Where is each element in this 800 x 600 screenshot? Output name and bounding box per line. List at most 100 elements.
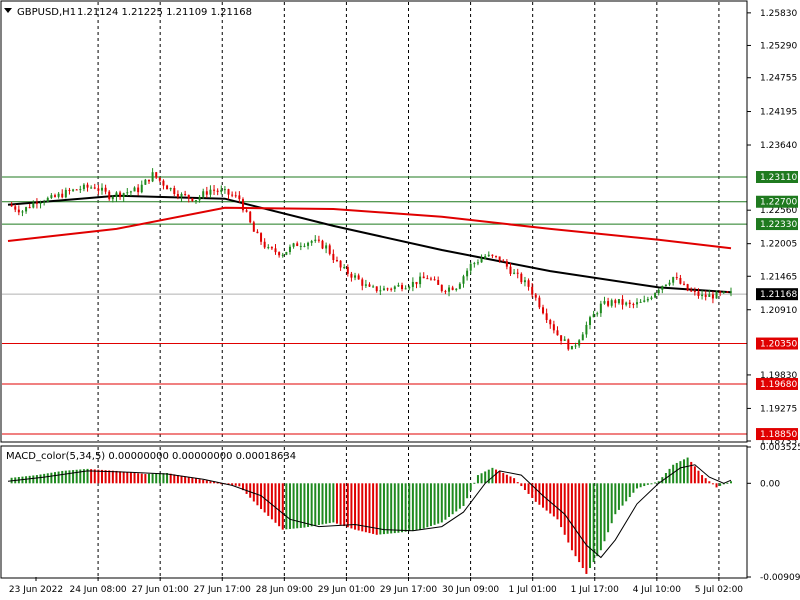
macd-bar bbox=[249, 483, 252, 498]
x-tick-label: 23 Jun 2022 bbox=[9, 585, 63, 595]
candle-body bbox=[82, 184, 85, 190]
macd-bar bbox=[335, 483, 338, 524]
macd-bar bbox=[281, 483, 284, 530]
candle-body bbox=[346, 267, 349, 274]
macd-bar bbox=[104, 470, 107, 484]
macd-bar bbox=[581, 483, 584, 569]
candle-body bbox=[422, 276, 425, 279]
candle-body bbox=[231, 194, 234, 196]
candle-body bbox=[209, 189, 212, 195]
ohlc-readout: 1.21124 1.21225 1.21109 1.21168 bbox=[77, 7, 252, 18]
macd-bar bbox=[596, 483, 599, 557]
macd-bar bbox=[516, 482, 519, 484]
candle-body bbox=[480, 258, 483, 263]
candle-body bbox=[545, 313, 548, 320]
candle-body bbox=[527, 280, 530, 287]
candle-body bbox=[632, 304, 635, 306]
candle-body bbox=[556, 330, 559, 336]
candle-body bbox=[220, 189, 223, 192]
candle-body bbox=[625, 302, 628, 305]
macd-bar bbox=[603, 483, 606, 542]
candle-body bbox=[690, 290, 693, 292]
collapse-triangle-icon[interactable] bbox=[4, 8, 12, 13]
macd-bar bbox=[173, 474, 176, 484]
candle-body bbox=[234, 195, 237, 197]
x-tick-label: 1 Jul 01:00 bbox=[509, 585, 558, 595]
price-level-tag bbox=[756, 170, 798, 183]
price-level-tag bbox=[756, 195, 798, 208]
macd-bar bbox=[361, 483, 364, 532]
candle-body bbox=[697, 291, 700, 297]
candle-body bbox=[68, 189, 71, 191]
price-axis[interactable]: 1.25830 1.25290 1.24755 1.24195 1.23640 1.225… bbox=[747, 9, 798, 447]
macd-bar bbox=[140, 473, 143, 484]
candle-body bbox=[730, 291, 732, 293]
candle-body bbox=[415, 281, 418, 285]
candle-body bbox=[267, 247, 270, 249]
macd-bar bbox=[57, 471, 60, 484]
candle-body bbox=[455, 288, 458, 290]
macd-bar bbox=[397, 483, 400, 533]
candle-body bbox=[364, 284, 367, 286]
candle-body bbox=[708, 294, 711, 297]
candle-body bbox=[650, 297, 653, 299]
macd-bar bbox=[97, 469, 100, 484]
macd-bar bbox=[708, 481, 711, 484]
y-tick-label: 1.19830 bbox=[760, 371, 797, 381]
y-tick-label: 1.25830 bbox=[760, 9, 797, 19]
candle-body bbox=[437, 279, 440, 285]
candle-body bbox=[256, 231, 259, 234]
current-price-tag bbox=[756, 288, 798, 301]
macd-bar bbox=[632, 483, 635, 493]
macd-bar bbox=[68, 470, 71, 484]
candle-body bbox=[126, 192, 129, 194]
macd-bar bbox=[679, 461, 682, 484]
candle-body bbox=[513, 272, 516, 274]
macd-bar bbox=[241, 483, 244, 491]
candle-body bbox=[314, 239, 317, 242]
macd-bar bbox=[328, 483, 331, 524]
price-level-label: 1.22700 bbox=[760, 198, 797, 208]
candle-body bbox=[50, 195, 53, 198]
macd-bar bbox=[50, 472, 53, 484]
macd-bar bbox=[147, 473, 150, 484]
candle-body bbox=[563, 339, 566, 341]
macd-bar bbox=[469, 483, 472, 491]
candle-body bbox=[444, 291, 447, 293]
macd-bar bbox=[487, 469, 490, 484]
candle-body bbox=[147, 179, 150, 182]
candle-body bbox=[585, 324, 588, 335]
macd-bar bbox=[296, 483, 299, 529]
time-axis[interactable]: 23 Jun 2022 24 Jun 08:00 27 Jun 01:00 27 Ju… bbox=[9, 577, 743, 595]
candle-body bbox=[534, 294, 537, 298]
macd-axis[interactable]: 0.0035252 0.00 -0.009098 bbox=[747, 443, 800, 583]
macd-bar bbox=[451, 483, 454, 515]
macd-bar bbox=[419, 483, 422, 530]
candle-body bbox=[372, 286, 375, 288]
y-tick-label: 1.25290 bbox=[760, 41, 797, 51]
candle-body bbox=[440, 284, 443, 292]
candle-body bbox=[216, 190, 219, 192]
candle-body bbox=[411, 281, 414, 287]
candle-body bbox=[401, 285, 404, 290]
macd-bar bbox=[599, 483, 602, 551]
x-tick-label: 1 Jul 17:00 bbox=[571, 585, 620, 595]
candle-body bbox=[451, 287, 454, 290]
macd-bar bbox=[25, 476, 28, 484]
macd-bar bbox=[440, 483, 443, 523]
candle-body bbox=[639, 301, 642, 303]
macd-bar bbox=[701, 475, 704, 484]
candle-body bbox=[307, 242, 310, 246]
candle-body bbox=[357, 275, 360, 280]
macd-bar bbox=[28, 475, 31, 484]
macd-bar bbox=[213, 481, 216, 484]
candle-body bbox=[115, 192, 118, 198]
candle-body bbox=[570, 345, 573, 350]
candle-body bbox=[610, 300, 613, 306]
candle-body bbox=[64, 189, 67, 198]
y-tick-label: 1.21465 bbox=[760, 272, 797, 282]
candle-body bbox=[368, 284, 371, 287]
candle-body bbox=[90, 187, 93, 189]
macd-bar bbox=[636, 483, 639, 489]
